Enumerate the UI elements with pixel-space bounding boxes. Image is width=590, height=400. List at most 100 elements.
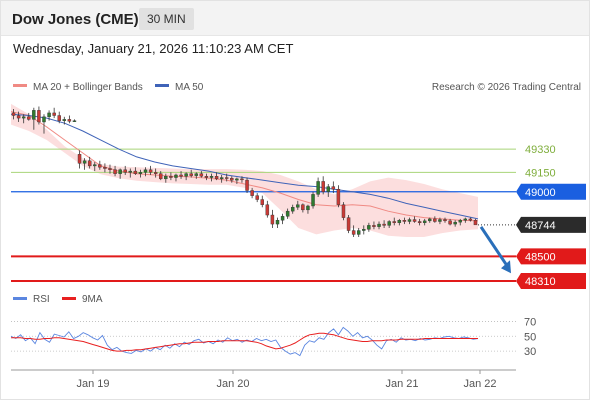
candle-body [336,188,341,205]
candle [326,184,330,197]
candle [407,217,412,225]
candle [331,181,336,194]
target-level-label: 49330 [525,144,556,156]
candle [280,213,285,225]
candle-body [438,219,442,222]
candle-body [296,204,300,208]
candle [219,174,224,183]
ma50-line [10,113,479,220]
candle [235,177,239,185]
candle [291,204,295,214]
price-tags: 49330 49150 49000 48744 48500 48310 [516,144,586,289]
candle [473,218,478,226]
candle [42,114,46,134]
candle-body [453,221,457,225]
candle-body [316,181,320,195]
candle [27,112,31,121]
candle-body [67,119,72,122]
candle-body [52,112,56,116]
candle [316,177,320,197]
candle [417,218,422,226]
candle [164,173,168,183]
candle-body [443,219,447,222]
candle-body [209,176,214,178]
candle [199,171,204,178]
candle-body [468,218,473,221]
ma20-bb-legend-label: MA 20 + Bollinger Bands [33,82,143,93]
candle [382,220,386,228]
candle [138,169,143,178]
candle [458,218,462,226]
candle-body [351,230,356,235]
candle [82,158,87,170]
candle [443,217,447,223]
candle [57,111,61,124]
candle [377,221,381,230]
candle-body [265,204,270,216]
candle-body [108,168,112,170]
candle-body [77,154,82,164]
candle-body [250,190,254,196]
target-level-label: 49150 [525,167,556,179]
rsi-tick-label: 30 [524,346,536,358]
bollinger-band [11,103,478,238]
candle [72,119,77,122]
candle-body [118,169,122,174]
candle [103,163,107,173]
rsi-panel: 70 50 30 [10,316,536,358]
candle-body [93,164,97,167]
last-price-tag [516,216,586,233]
candle-body [473,220,478,226]
candle-body [356,230,361,235]
candle [463,217,468,223]
candle-body [143,169,148,173]
candle [214,172,219,181]
candle-body [387,221,391,226]
candle [387,220,391,228]
timeframe-button[interactable]: 30 MIN [139,8,194,30]
candle [306,204,310,214]
candle-body [367,225,371,230]
ma9-legend-label: 9MA [82,294,103,305]
candle [225,173,229,182]
candle-body [133,170,138,174]
candle [148,165,153,175]
candle-body [341,204,346,218]
chart-header: Dow Jones (CME) 30 MIN [1,1,589,36]
candle-body [103,167,107,169]
candle-body [291,207,295,212]
candle-body [326,186,330,192]
candle [412,216,417,223]
candle [204,173,209,181]
candle-body [164,176,168,180]
support-price-tag [516,248,586,265]
candle [270,209,275,228]
candle-body [32,110,36,120]
candle-body [225,177,229,179]
candle [87,156,92,169]
candle-body [16,115,21,119]
candle [346,215,351,234]
rsi-ma9-line [11,332,478,352]
candle [433,216,437,223]
candle [341,202,346,221]
candle [133,167,138,175]
candle [194,172,199,179]
candle-body [214,176,219,180]
candle-body [82,160,87,164]
candle-body [412,219,417,222]
candle [250,187,254,199]
candle [260,195,264,208]
candle [453,220,457,227]
candle-body [346,217,351,231]
candle [113,165,117,177]
candle-body [397,220,402,223]
candle-body [422,220,427,223]
candle [153,168,158,178]
candle-body [285,210,290,217]
candle [77,150,82,169]
level-lines [11,148,516,282]
candle-body [87,160,92,167]
ma50-legend-label: MA 50 [175,82,204,93]
candle [108,164,112,174]
